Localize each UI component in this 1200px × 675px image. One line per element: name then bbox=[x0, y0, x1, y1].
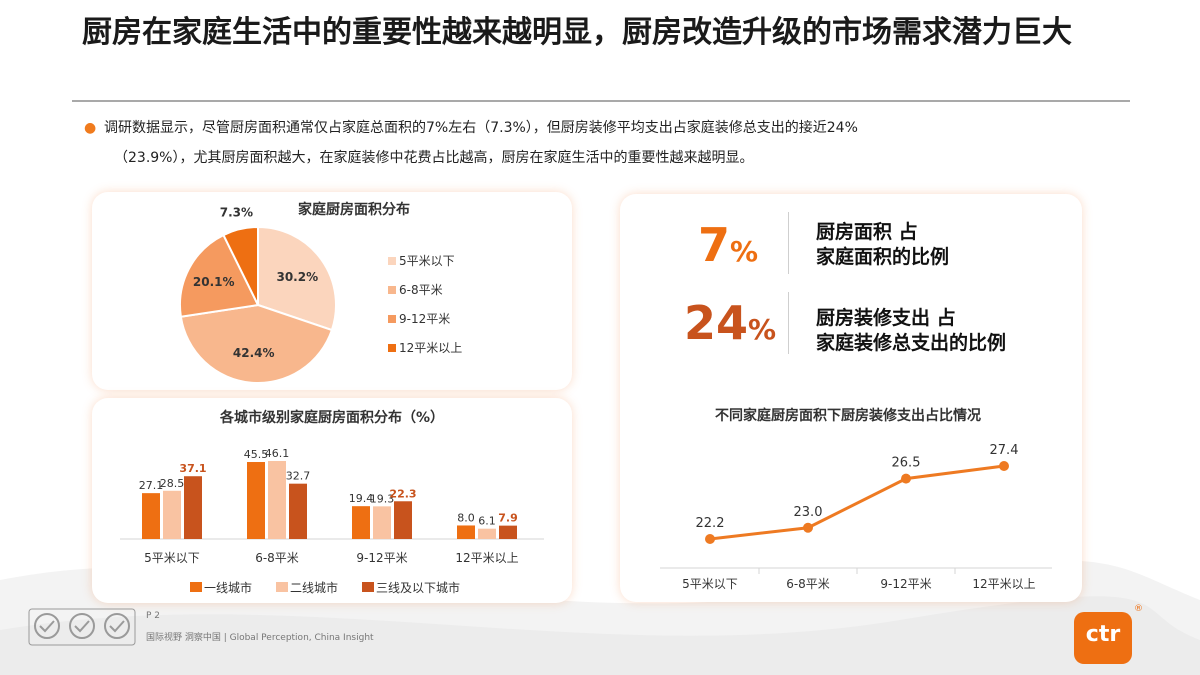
bar-data-label: 45.5 bbox=[244, 448, 269, 461]
line-data-label: 22.2 bbox=[696, 516, 725, 531]
bar-data-label: 37.1 bbox=[179, 462, 206, 475]
line-point bbox=[803, 522, 813, 533]
pie-chart-title: 家庭厨房面积分布 bbox=[298, 201, 410, 218]
pie-legend-label: 6-8平米 bbox=[399, 283, 443, 297]
bar-legend-swatch bbox=[190, 582, 202, 592]
bar-legend-swatch bbox=[276, 582, 288, 592]
line-category-label: 5平米以下 bbox=[682, 577, 738, 591]
kpi-spend-caption: 厨房装修支出 占 家庭装修总支出的比例 bbox=[816, 307, 1007, 354]
bar-data-label: 8.0 bbox=[457, 511, 475, 524]
intro-line-2: （23.9%），尤其厨房面积越大，在家庭装修中花费占比越高，厨房在家庭生活中的重… bbox=[114, 150, 754, 166]
line-series bbox=[709, 464, 1005, 541]
pie-legend-swatch bbox=[388, 344, 396, 352]
certification-seals bbox=[28, 608, 136, 646]
pie-legend-swatch bbox=[388, 286, 396, 294]
pie-slice-1 bbox=[257, 225, 337, 332]
bar-data-label: 22.3 bbox=[389, 487, 416, 500]
bar-category-label: 9-12平米 bbox=[356, 551, 407, 565]
pie-slice-2 bbox=[179, 303, 334, 384]
line-point bbox=[705, 534, 715, 544]
bar-chart-panel: 各城市级别家庭厨房面积分布（%） 27.1 28.5 37.1 45.5 46.1 32.… bbox=[92, 398, 572, 603]
bar-1-1 bbox=[142, 493, 160, 539]
pie-legend-swatch bbox=[388, 257, 396, 265]
bar-data-label: 19.3 bbox=[370, 492, 395, 505]
page-number: P 2 bbox=[146, 611, 161, 621]
bar-4-1 bbox=[457, 525, 475, 539]
bar-2-2 bbox=[268, 461, 286, 539]
pie-legend-label: 5平米以下 bbox=[399, 254, 455, 268]
pie-slice-4 bbox=[222, 225, 259, 306]
pie-slice-3 bbox=[179, 233, 260, 318]
bar-3-2 bbox=[373, 506, 391, 539]
bar-data-label: 46.1 bbox=[265, 447, 290, 460]
kpi-spend-value: 24% bbox=[684, 296, 777, 350]
line-category-label: 6-8平米 bbox=[786, 577, 830, 591]
bar-1-3 bbox=[184, 476, 202, 539]
line-category-label: 12平米以上 bbox=[972, 577, 1035, 591]
bar-legend-label: 二线城市 bbox=[290, 580, 338, 595]
bar-data-label: 19.4 bbox=[349, 492, 374, 505]
bar-data-label: 28.5 bbox=[160, 477, 185, 490]
pie-data-label: 30.2% bbox=[276, 270, 318, 284]
footer-tagline: 国际视野 洞察中国 | Global Perception, China Ins… bbox=[146, 633, 374, 643]
pie-legend-label: 12平米以上 bbox=[399, 341, 462, 355]
kpi-line-panel: 7% 厨房面积 占 家庭面积的比例 24% 厨房装修支出 占 家庭装修总支出的比… bbox=[620, 194, 1082, 602]
kpi-area-caption: 厨房面积 占 家庭面积的比例 bbox=[816, 221, 950, 268]
title-divider bbox=[72, 100, 1130, 102]
bar-2-1 bbox=[247, 462, 265, 539]
line-chart-title: 不同家庭厨房面积下厨房装修支出占比情况 bbox=[715, 407, 981, 424]
line-data-label: 26.5 bbox=[892, 456, 921, 471]
line-point bbox=[901, 473, 911, 484]
kpi-divider bbox=[788, 212, 789, 274]
bar-legend-label: 三线及以下城市 bbox=[376, 580, 460, 595]
pie-chart: 家庭厨房面积分布 30.2% 42.4% 20.1% 7.3% 5平米以下 6-8平米 9… bbox=[179, 201, 462, 384]
pie-chart-panel: 家庭厨房面积分布 30.2% 42.4% 20.1% 7.3% 5平米以下 6-8平米 9… bbox=[92, 192, 572, 390]
pie-data-label: 20.1% bbox=[193, 275, 235, 289]
intro-line-1: 调研数据显示，尽管厨房面积通常仅占家庭总面积的7%左右（7.3%），但厨房装修平… bbox=[104, 120, 858, 136]
bar-4-3 bbox=[499, 525, 517, 539]
pie-data-label: 7.3% bbox=[220, 205, 253, 219]
bar-1-2 bbox=[163, 490, 181, 539]
pie-legend-label: 9-12平米 bbox=[399, 312, 450, 326]
kpi-divider bbox=[788, 292, 789, 354]
bar-3-1 bbox=[352, 506, 370, 539]
page-title: 厨房在家庭生活中的重要性越来越明显，厨房改造升级的市场需求潜力巨大 bbox=[82, 15, 1072, 50]
bullet-dot-icon: ● bbox=[84, 120, 97, 136]
kpi-area-value: 7% bbox=[698, 218, 759, 272]
line-data-label: 23.0 bbox=[794, 505, 823, 520]
line-category-label: 9-12平米 bbox=[880, 577, 931, 591]
bar-data-label: 6.1 bbox=[478, 515, 496, 528]
bar-chart-title: 各城市级别家庭厨房面积分布（%） bbox=[219, 409, 444, 426]
bar-legend-label: 一线城市 bbox=[204, 580, 252, 595]
bar-3-3 bbox=[394, 501, 412, 539]
registered-mark: ® bbox=[1134, 604, 1143, 614]
ctr-logo: ctr bbox=[1074, 612, 1132, 664]
bar-4-2 bbox=[478, 528, 496, 539]
pie-legend-swatch bbox=[388, 315, 396, 323]
pie-data-label: 42.4% bbox=[233, 346, 275, 360]
bar-category-label: 12平米以上 bbox=[455, 551, 518, 565]
bar-data-label: 27.1 bbox=[139, 479, 164, 492]
bar-category-label: 6-8平米 bbox=[255, 551, 299, 565]
bar-category-label: 5平米以下 bbox=[144, 551, 200, 565]
line-point bbox=[999, 461, 1009, 471]
line-chart: 不同家庭厨房面积下厨房装修支出占比情况 22.2 23.0 26.5 27.4 5平米… bbox=[660, 407, 1052, 591]
bar-2-3 bbox=[289, 483, 307, 539]
bar-data-label: 32.7 bbox=[286, 470, 311, 483]
bar-chart: 各城市级别家庭厨房面积分布（%） 27.128.5 37.1 45.546.1 32.… bbox=[120, 409, 544, 595]
bar-data-label: 7.9 bbox=[498, 512, 518, 525]
line-data-label: 27.4 bbox=[990, 443, 1019, 458]
bar-legend-swatch bbox=[362, 582, 374, 592]
